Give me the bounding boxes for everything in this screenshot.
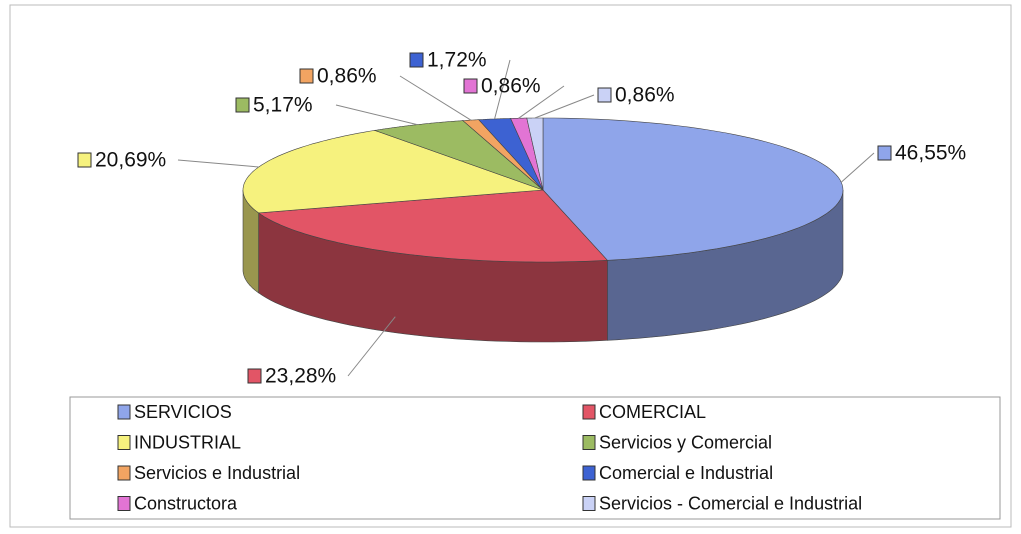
- label-swatch: [877, 145, 892, 161]
- leader-line: [347, 316, 396, 377]
- legend-swatch: [117, 465, 131, 481]
- legend-swatch: [582, 496, 596, 511]
- legend-label: Servicios - Comercial e Industrial: [599, 493, 862, 513]
- legend-label: INDUSTRIAL: [134, 432, 241, 452]
- leader-line: [494, 59, 511, 120]
- slice: [257, 189, 609, 263]
- value-label: 20,69%: [95, 149, 166, 172]
- value-label: 23,28%: [265, 365, 336, 388]
- value-label: 0,86%: [615, 84, 675, 107]
- label-swatch: [77, 152, 92, 168]
- leader-line: [518, 85, 565, 119]
- label-swatch: [463, 78, 478, 94]
- legend-swatch: [117, 496, 131, 511]
- legend-label: SERVICIOS: [134, 402, 232, 422]
- legend-label: Constructora: [134, 493, 238, 513]
- legend-label: Servicios e Industrial: [134, 463, 300, 483]
- value-label: 46,55%: [895, 142, 966, 165]
- value-label: 0,86%: [317, 65, 377, 88]
- value-label: 5,17%: [253, 94, 313, 117]
- label-swatch: [235, 97, 250, 113]
- legend-swatch: [117, 435, 131, 450]
- legend-swatch: [582, 435, 596, 450]
- legend-swatch: [117, 404, 131, 420]
- label-swatch: [597, 87, 612, 103]
- legend-label: Servicios y Comercial: [599, 432, 772, 452]
- leader-line: [177, 159, 259, 168]
- label-swatch: [247, 368, 262, 384]
- legend-label: COMERCIAL: [599, 402, 706, 422]
- legend-swatch: [582, 404, 596, 420]
- value-label: 0,86%: [481, 75, 541, 98]
- legend-label: Comercial e Industrial: [599, 463, 773, 483]
- leader-line: [335, 104, 418, 126]
- label-swatch: [299, 68, 314, 84]
- legend-box: [69, 396, 1001, 520]
- leader-line: [840, 152, 875, 183]
- leader-line: [534, 94, 595, 119]
- legend-swatch: [582, 465, 596, 481]
- value-label: 1,72%: [427, 49, 487, 72]
- label-swatch: [409, 52, 424, 68]
- leader-line: [399, 75, 472, 121]
